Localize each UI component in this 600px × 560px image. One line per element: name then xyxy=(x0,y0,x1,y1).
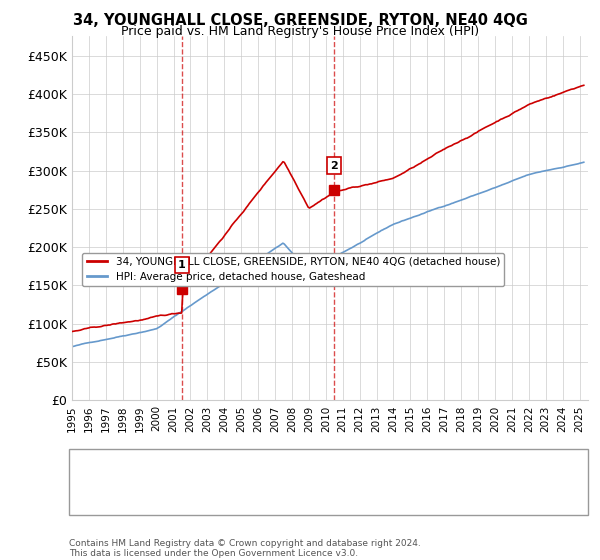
Text: £275,000: £275,000 xyxy=(225,486,281,498)
Text: 38% ↑ HPI: 38% ↑ HPI xyxy=(339,486,401,498)
Text: Price paid vs. HM Land Registry's House Price Index (HPI): Price paid vs. HM Land Registry's House … xyxy=(121,25,479,38)
Text: 25-JUN-2010: 25-JUN-2010 xyxy=(111,486,185,498)
Text: 54% ↑ HPI: 54% ↑ HPI xyxy=(339,458,401,470)
Text: 2: 2 xyxy=(330,161,338,170)
Text: Contains HM Land Registry data © Crown copyright and database right 2024.
This d: Contains HM Land Registry data © Crown c… xyxy=(69,539,421,558)
Text: 34, YOUNGHALL CLOSE, GREENSIDE, RYTON, NE40 4QG: 34, YOUNGHALL CLOSE, GREENSIDE, RYTON, N… xyxy=(73,13,527,28)
Text: 29-JUN-2001: 29-JUN-2001 xyxy=(111,458,186,470)
Text: 1: 1 xyxy=(77,459,85,469)
Text: 1: 1 xyxy=(178,260,185,270)
Legend: 34, YOUNGHALL CLOSE, GREENSIDE, RYTON, NE40 4QG (detached house), HPI: Average p: 34, YOUNGHALL CLOSE, GREENSIDE, RYTON, N… xyxy=(82,253,504,286)
Text: £145,000: £145,000 xyxy=(225,458,281,470)
Text: 2: 2 xyxy=(77,487,85,497)
